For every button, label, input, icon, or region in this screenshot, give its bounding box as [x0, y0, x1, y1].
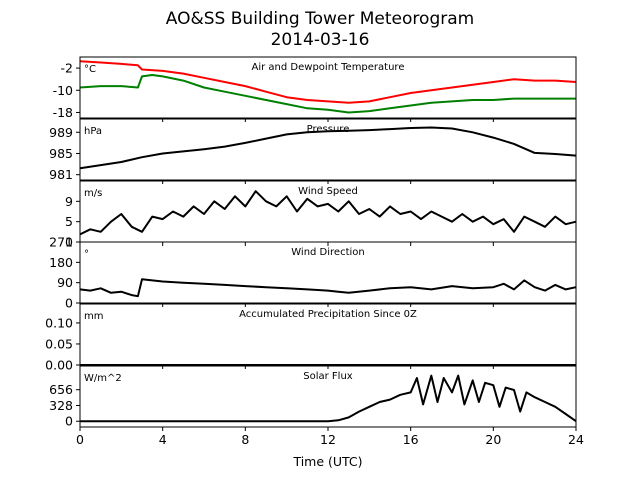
y-tick-label: -10	[53, 83, 73, 98]
panel-3: 270 180 90 0 ° Wind Direction	[49, 235, 577, 311]
series-solar_flux	[80, 374, 577, 423]
chart-title: AO&SS Building Tower Meteorogram	[166, 9, 474, 29]
y-tick-label: 656	[49, 382, 73, 397]
x-tick-label: 24	[568, 432, 584, 447]
panels: -2 -10 -18 °C Air and Dewpoint Temperature 98…	[45, 56, 577, 431]
x-tick-label: 16	[403, 432, 419, 447]
panel-unit: hPa	[84, 126, 102, 137]
y-tick-label: 0.10	[45, 315, 73, 330]
panel-label: Air and Dewpoint Temperature	[252, 62, 405, 73]
series-wind_direction	[79, 278, 577, 298]
y-tick-label: 0.00	[45, 358, 73, 373]
panel-label: Wind Speed	[298, 186, 358, 197]
panel-0: -2 -10 -18 °C Air and Dewpoint Temperature	[53, 56, 577, 122]
x-tick-label: 20	[485, 432, 501, 447]
series-dewpoint	[79, 74, 576, 114]
y-tick-label: 0	[65, 296, 73, 311]
y-tick-label: 180	[49, 255, 73, 270]
y-tick-label: 9	[65, 194, 73, 209]
panel-label: Pressure	[307, 124, 350, 135]
x-axis-label: Time (UTC)	[292, 454, 362, 469]
panel-1: 989 985 981 hPa Pressure	[49, 118, 577, 184]
chart-subtitle: 2014-03-16	[271, 30, 370, 50]
x-tick-label: 8	[241, 432, 249, 447]
y-tick-label: 981	[49, 167, 73, 182]
panel-label: Wind Direction	[291, 247, 365, 258]
y-tick-label: 270	[49, 235, 73, 250]
series-air	[79, 60, 577, 104]
panel-label: Accumulated Precipitation Since 0Z	[239, 309, 417, 320]
y-tick-label: 0	[65, 414, 73, 429]
panel-label: Solar Flux	[303, 371, 353, 382]
y-tick-label: 1	[65, 235, 73, 250]
x-axis: 0 4 8 12 16 20 24	[76, 432, 584, 447]
y-tick-label: -18	[53, 105, 73, 120]
y-tick-label: 985	[49, 146, 73, 161]
x-tick-label: 4	[159, 432, 167, 447]
panel-unit: m/s	[84, 188, 102, 199]
series-pressure	[79, 126, 577, 170]
y-tick-label: 0.05	[45, 336, 73, 351]
panel-unit: mm	[84, 311, 103, 322]
y-tick-label: 90	[57, 275, 73, 290]
panel-unit: °C	[84, 64, 96, 75]
panel-4: 0.10 0.05 0.00 mm Accumulated Precipitation …	[45, 303, 577, 373]
y-tick-label: 989	[49, 125, 73, 140]
series-wind_speed	[79, 190, 577, 236]
y-tick-label: 328	[49, 398, 73, 413]
panel-unit: W/m^2	[84, 373, 122, 384]
x-tick-label: 0	[76, 432, 84, 447]
panel-2: 9 5 1 m/s Wind Speed	[65, 180, 577, 250]
y-tick-label: -2	[61, 61, 73, 76]
x-tick-label: 12	[320, 432, 336, 447]
panel-unit: °	[84, 249, 89, 260]
y-tick-label: 5	[65, 214, 73, 229]
